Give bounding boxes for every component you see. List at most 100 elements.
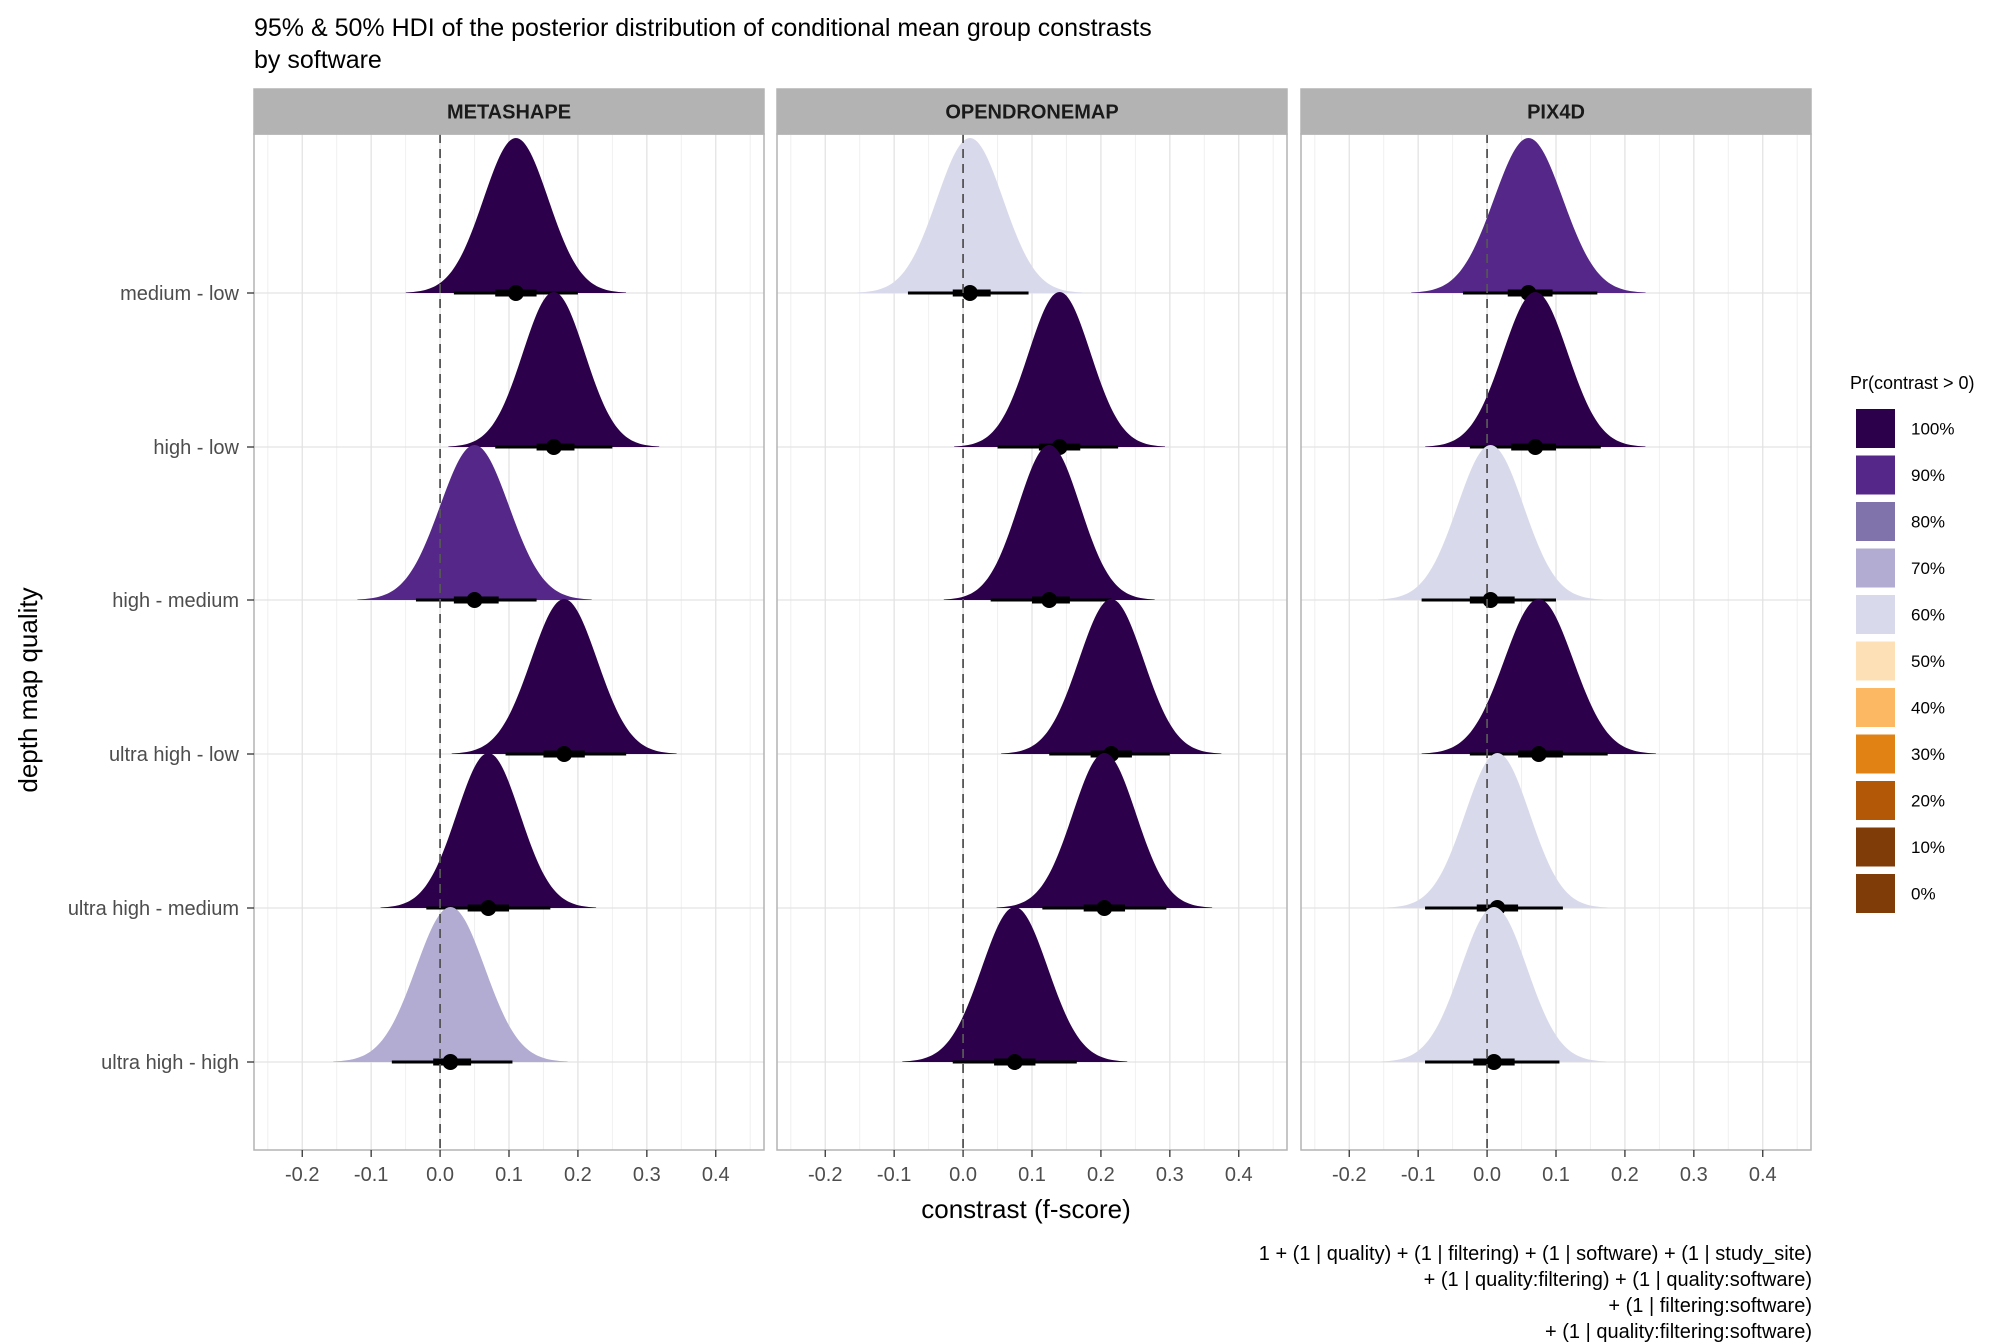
x-axis-tick-label: 0.4	[1749, 1164, 1777, 1186]
density-ridge	[1001, 599, 1222, 754]
density-ridge	[451, 599, 677, 754]
density-ridge	[996, 753, 1213, 908]
caption-line: + (1 | filtering:software)	[1608, 1295, 1812, 1317]
density-ridge	[357, 445, 592, 600]
legend-key	[1856, 688, 1895, 727]
median-point	[1041, 592, 1058, 608]
chart-subtitle: by software	[254, 46, 382, 74]
legend-label: 10%	[1911, 838, 1945, 857]
x-axis-tick-label: 0.0	[426, 1164, 454, 1186]
y-axis-tick-label: ultra high - low	[109, 744, 240, 766]
density-ridge	[902, 907, 1128, 1062]
density-ridge	[954, 292, 1166, 447]
x-axis-tick-label: 0.4	[1225, 1164, 1253, 1186]
density-ridge	[1381, 907, 1607, 1062]
legend-key	[1856, 409, 1895, 448]
legend-label: 60%	[1911, 606, 1945, 625]
x-axis-tick-label: 0.1	[1542, 1164, 1570, 1186]
median-point	[961, 285, 978, 301]
legend-label: 100%	[1911, 420, 1954, 439]
legend: Pr(contrast > 0) 100% 90% 80% 70% 60% 50% 40% 3…	[1850, 373, 1975, 913]
median-point	[1006, 1054, 1023, 1070]
facet-strip	[776, 88, 1288, 135]
density-ridge	[1387, 753, 1608, 908]
median-point	[507, 285, 524, 301]
legend-label: 40%	[1911, 699, 1945, 718]
facet-panel-pix4d: PIX4D -0.2 -0.1 0.0 0.1 0.2 0.3 0.4	[1300, 88, 1812, 1186]
x-axis-tick-label: -0.1	[354, 1164, 388, 1186]
facet-strip	[253, 88, 765, 135]
x-axis-tick-label: 0.0	[949, 1164, 977, 1186]
x-axis-tick-label: -0.1	[877, 1164, 911, 1186]
legend-key	[1856, 734, 1895, 774]
x-axis-tick-label: -0.2	[285, 1164, 319, 1186]
median-point	[1482, 592, 1499, 608]
facet-strip-label: PIX4D	[1527, 102, 1585, 124]
median-point	[480, 900, 497, 916]
legend-key	[1856, 502, 1895, 541]
facet-panel-metashape: METASHAPE -0.2 -0.1 0.0 0.1 0.2 0.3 0.4	[253, 88, 765, 1186]
legend-label: 0%	[1911, 885, 1936, 904]
legend-label: 20%	[1911, 792, 1945, 811]
density-ridge	[1421, 599, 1656, 754]
density-ridge	[1411, 138, 1646, 293]
y-axis-title: depth map quality	[13, 587, 43, 792]
legend-label: 70%	[1911, 559, 1945, 578]
density-ridge	[1425, 292, 1646, 447]
legend-key	[1856, 595, 1895, 634]
x-axis-tick-label: -0.2	[1332, 1164, 1366, 1186]
x-axis-tick-label: 0.2	[1611, 1164, 1639, 1186]
y-axis-tick-label: high - medium	[112, 590, 239, 612]
density-ridge	[333, 907, 568, 1062]
facet-strip-label: METASHAPE	[447, 102, 571, 124]
x-axis-tick-label: 0.0	[1473, 1164, 1501, 1186]
x-axis-tick-label: 0.1	[1018, 1164, 1046, 1186]
median-point	[556, 746, 573, 762]
legend-key	[1856, 827, 1895, 867]
facet-strip-label: OPENDRONEMAP	[945, 102, 1118, 124]
x-axis-tick-label: -0.1	[1401, 1164, 1435, 1186]
x-axis-tick-label: 0.3	[1156, 1164, 1184, 1186]
y-axis-tick-label: ultra high - high	[101, 1052, 239, 1074]
facet-panel-opendronemap: OPENDRONEMAP -0.2 -0.1 0.0 0.1 0.2 0.3 0.4	[776, 88, 1288, 1186]
y-axis-tick-label: ultra high - medium	[68, 898, 239, 920]
x-axis-tick-label: -0.2	[808, 1164, 842, 1186]
x-axis-tick-label: 0.2	[1087, 1164, 1115, 1186]
legend-label: 30%	[1911, 745, 1945, 764]
legend-key	[1856, 455, 1895, 495]
x-axis-tick-label: 0.1	[495, 1164, 523, 1186]
median-point	[1096, 900, 1113, 916]
facet-panels: METASHAPE-0.2 -0.1 0.0 0.1 0.2 0.3 0.4OPENDRON…	[253, 88, 1812, 1186]
x-axis-tick-label: 0.2	[564, 1164, 592, 1186]
density-ridge	[1378, 445, 1603, 600]
x-axis-tick-label: 0.3	[633, 1164, 661, 1186]
density-ridge	[943, 445, 1155, 600]
median-point	[1485, 1054, 1502, 1070]
x-axis-tick-label: 0.3	[1680, 1164, 1708, 1186]
median-point	[1527, 439, 1544, 455]
legend-key	[1856, 548, 1895, 588]
legend-label: 50%	[1911, 652, 1945, 671]
x-axis-title: constrast (f-score)	[921, 1194, 1131, 1224]
legend-label: 90%	[1911, 466, 1945, 485]
facet-strip	[1300, 88, 1812, 135]
median-point	[545, 439, 562, 455]
x-axis-tick-label: 0.4	[702, 1164, 730, 1186]
median-point	[466, 592, 483, 608]
caption-line: + (1 | quality:filtering:software)	[1545, 1321, 1812, 1343]
density-ridge	[857, 138, 1083, 293]
y-axis-tick-labels: medium - low high - low high - medium ultra…	[68, 283, 254, 1074]
y-axis-tick-label: high - low	[153, 437, 239, 459]
legend-title: Pr(contrast > 0)	[1850, 373, 1975, 393]
caption-line: 1 + (1 | quality) + (1 | filtering) + (1…	[1259, 1243, 1812, 1265]
caption: 1 + (1 | quality) + (1 | filtering) + (1…	[1259, 1243, 1812, 1343]
median-point	[442, 1054, 459, 1070]
density-ridge	[405, 138, 627, 293]
median-point	[1530, 746, 1547, 762]
density-ridge	[448, 292, 660, 447]
legend-label: 80%	[1911, 513, 1945, 532]
chart-title: 95% & 50% HDI of the posterior distribut…	[254, 14, 1152, 42]
density-ridge	[380, 753, 597, 908]
legend-key	[1856, 874, 1895, 913]
